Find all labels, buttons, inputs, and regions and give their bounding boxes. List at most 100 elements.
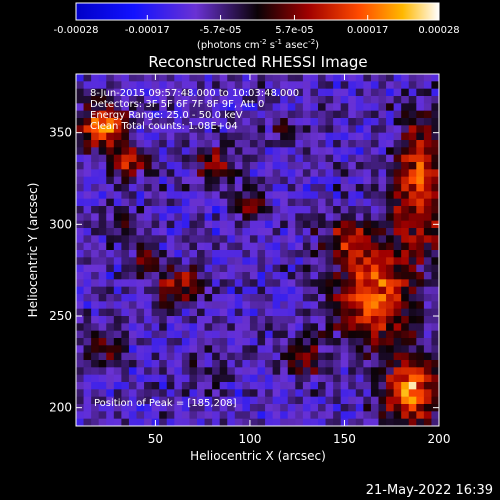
heatmap-cell — [151, 184, 160, 192]
heatmap-cell — [159, 213, 168, 222]
heatmap-cell — [287, 272, 296, 280]
heatmap-cell — [159, 250, 168, 258]
heatmap-cell — [83, 308, 92, 317]
heatmap-cell — [174, 279, 183, 288]
heatmap-cell — [401, 162, 410, 170]
heatmap-cell — [325, 360, 334, 368]
heatmap-cell — [295, 235, 304, 244]
heatmap-cell — [197, 338, 205, 346]
heatmap-cell — [234, 374, 243, 383]
heatmap-cell — [310, 147, 319, 156]
heatmap-cell — [181, 264, 190, 273]
heatmap-cell — [325, 118, 334, 126]
heatmap-cell — [76, 272, 84, 280]
heatmap-cell — [113, 418, 122, 427]
heatmap-cell — [348, 257, 357, 266]
heatmap-cell — [257, 250, 266, 258]
heatmap-cell — [348, 176, 357, 185]
heatmap-cell — [401, 345, 410, 354]
heatmap-cell — [265, 235, 274, 244]
heatmap-cell — [242, 316, 251, 324]
heatmap-cell — [302, 301, 311, 310]
heatmap-cell — [348, 389, 357, 398]
heatmap-cell — [295, 118, 304, 126]
heatmap-cell — [76, 162, 84, 170]
heatmap-cell — [333, 418, 342, 427]
heatmap-cell — [280, 382, 289, 390]
heatmap-cell — [378, 345, 387, 354]
heatmap-cell — [98, 147, 107, 156]
heatmap-cell — [91, 110, 100, 119]
heatmap-cell — [401, 176, 410, 185]
heatmap-cell — [378, 169, 387, 178]
heatmap-cell — [378, 220, 387, 229]
heatmap-cell — [234, 96, 243, 104]
heatmap-cell — [76, 228, 84, 236]
heatmap-cell — [302, 294, 311, 302]
heatmap-cell — [423, 279, 432, 288]
heatmap-cell — [393, 242, 402, 251]
heatmap-cell — [333, 411, 342, 420]
heatmap-cell — [121, 206, 130, 214]
heatmap-cell — [355, 294, 364, 302]
heatmap-cell — [408, 360, 417, 368]
heatmap-cell — [295, 323, 304, 332]
heatmap-cell — [318, 338, 326, 346]
heatmap-cell — [378, 411, 387, 420]
heatmap-cell — [144, 125, 153, 134]
heatmap-cell — [159, 345, 168, 354]
heatmap-cell — [272, 367, 281, 376]
heatmap-cell — [189, 176, 198, 185]
heatmap-cell — [128, 96, 137, 104]
heatmap-cell — [416, 264, 425, 273]
heatmap-cell — [295, 286, 304, 295]
heatmap-cell — [423, 294, 432, 302]
heatmap-cell — [83, 352, 92, 361]
heatmap-cell — [159, 389, 168, 398]
heatmap-cell — [227, 242, 236, 251]
heatmap-cell — [257, 191, 266, 200]
heatmap-cell — [181, 228, 190, 236]
heatmap-cell — [257, 367, 266, 376]
heatmap-cell — [106, 250, 115, 258]
heatmap-cell — [106, 404, 115, 412]
heatmap-cell — [219, 147, 228, 156]
heatmap-cell — [280, 206, 289, 214]
heatmap-cell — [204, 286, 213, 295]
heatmap-cell — [310, 367, 319, 376]
heatmap-cell — [98, 206, 107, 214]
heatmap-cell — [106, 382, 115, 390]
heatmap-cell — [355, 250, 364, 258]
heatmap-cell — [393, 257, 402, 266]
heatmap-cell — [310, 345, 319, 354]
heatmap-cell — [363, 316, 372, 324]
heatmap-cell — [113, 235, 122, 244]
heatmap-cell — [189, 81, 198, 90]
heatmap-cell — [121, 74, 130, 82]
heatmap-cell — [128, 374, 137, 383]
heatmap-cell — [295, 81, 304, 90]
heatmap-cell — [318, 162, 326, 170]
heatmap-cell — [159, 272, 168, 280]
heatmap-cell — [91, 367, 100, 376]
heatmap-cell — [265, 389, 274, 398]
heatmap-cell — [416, 206, 425, 214]
heatmap-cell — [174, 132, 183, 141]
heatmap-cell — [197, 184, 205, 192]
heatmap-cell — [234, 308, 243, 317]
heatmap-cell — [295, 154, 304, 163]
heatmap-cell — [227, 411, 236, 420]
heatmap-cell — [423, 147, 432, 156]
heatmap-cell — [181, 176, 190, 185]
heatmap-cell — [318, 88, 326, 97]
heatmap-cell — [219, 96, 228, 104]
heatmap-cell — [166, 294, 175, 302]
heatmap-cell — [423, 74, 432, 82]
heatmap-cell — [234, 323, 243, 332]
heatmap-cell — [249, 323, 258, 332]
heatmap-cell — [166, 103, 175, 112]
heatmap-cell — [340, 103, 349, 112]
heatmap-cell — [386, 103, 395, 112]
heatmap-cell — [234, 272, 243, 280]
heatmap-cell — [212, 301, 221, 310]
